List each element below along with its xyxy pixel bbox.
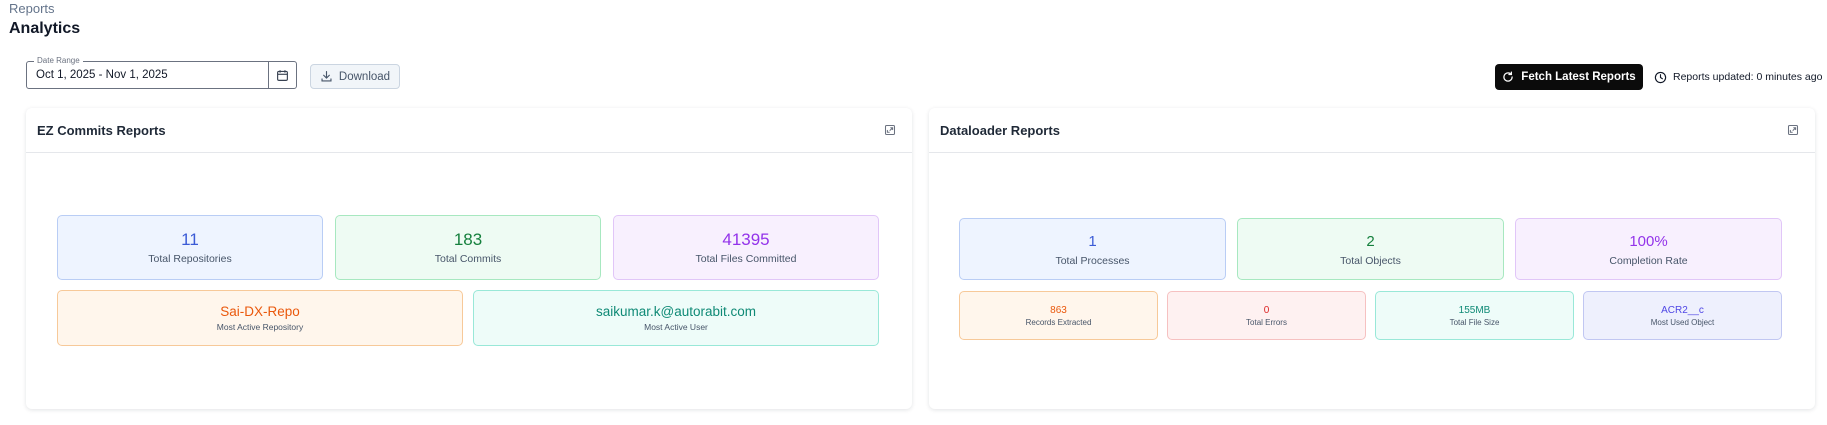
download-icon <box>321 71 332 82</box>
stat-value: 183 <box>453 230 483 249</box>
stat-label: Total Processes <box>1055 254 1130 267</box>
total-files-committed-card: 41395 Total Files Committed <box>613 215 879 280</box>
clock-icon <box>1654 71 1667 83</box>
stat-label: Most Used Object <box>1650 317 1715 327</box>
dataloader-panel: Dataloader Reports 1 Total Processes 2 T… <box>929 108 1815 409</box>
total-file-size-card: 155MB Total File Size <box>1375 291 1574 340</box>
records-extracted-card: 863 Records Extracted <box>959 291 1158 340</box>
fetch-latest-reports-button[interactable]: Fetch Latest Reports <box>1495 64 1643 90</box>
stat-label: Most Active User <box>644 322 708 332</box>
ez-commits-panel: EZ Commits Reports 11 Total Repositories… <box>26 108 912 409</box>
stat-value: 0 <box>1263 304 1270 316</box>
fetch-label: Fetch Latest Reports <box>1521 71 1636 83</box>
stat-value: 100% <box>1629 232 1668 250</box>
stat-value: 41395 <box>722 230 770 249</box>
reports-updated-text: Reports updated: 0 minutes ago <box>1673 71 1823 83</box>
most-active-user-card: saikumar.k@autorabit.com Most Active Use… <box>473 290 879 346</box>
stat-value: 155MB <box>1458 304 1491 316</box>
expand-icon[interactable] <box>1786 123 1800 137</box>
most-used-object-card: ACR2__c Most Used Object <box>1583 291 1782 340</box>
download-label: Download <box>338 70 391 83</box>
stat-value: 863 <box>1050 304 1067 316</box>
download-button[interactable]: Download <box>310 64 400 89</box>
total-objects-card: 2 Total Objects <box>1237 218 1504 280</box>
stat-label: Total Commits <box>434 253 502 265</box>
calendar-icon <box>277 69 288 81</box>
total-commits-card: 183 Total Commits <box>335 215 601 280</box>
date-range-label: Date Range <box>34 55 83 67</box>
stat-label: Records Extracted <box>1025 317 1092 327</box>
panel-title: EZ Commits Reports <box>37 122 166 138</box>
total-repositories-card: 11 Total Repositories <box>57 215 323 280</box>
stat-label: Total Objects <box>1340 254 1401 267</box>
stat-value: 2 <box>1366 232 1375 250</box>
stat-label: Total Errors <box>1246 317 1287 327</box>
date-range-value[interactable]: Oct 1, 2025 - Nov 1, 2025 <box>36 69 168 81</box>
stat-label: Total File Size <box>1449 317 1500 327</box>
stat-value: saikumar.k@autorabit.com <box>595 304 757 319</box>
most-active-repository-card: Sai-DX-Repo Most Active Repository <box>57 290 463 346</box>
stat-value: ACR2__c <box>1661 304 1704 316</box>
total-errors-card: 0 Total Errors <box>1167 291 1366 340</box>
stat-label: Total Repositories <box>148 253 232 265</box>
stat-value: 1 <box>1088 232 1097 250</box>
breadcrumb[interactable]: Reports <box>9 1 55 16</box>
stat-value: 11 <box>181 230 199 249</box>
calendar-button[interactable] <box>268 62 296 88</box>
refresh-icon <box>1503 71 1514 82</box>
date-range-field[interactable]: Date Range Oct 1, 2025 - Nov 1, 2025 <box>26 55 297 89</box>
completion-rate-card: 100% Completion Rate <box>1515 218 1782 280</box>
panel-title: Dataloader Reports <box>940 122 1060 138</box>
page-title: Analytics <box>9 20 81 37</box>
stat-value: Sai-DX-Repo <box>220 304 300 319</box>
total-processes-card: 1 Total Processes <box>959 218 1226 280</box>
stat-label: Total Files Committed <box>695 253 797 265</box>
stat-label: Most Active Repository <box>216 322 304 332</box>
expand-icon[interactable] <box>883 123 897 137</box>
reports-updated-status: Reports updated: 0 minutes ago <box>1654 64 1822 90</box>
stat-label: Completion Rate <box>1609 254 1688 267</box>
